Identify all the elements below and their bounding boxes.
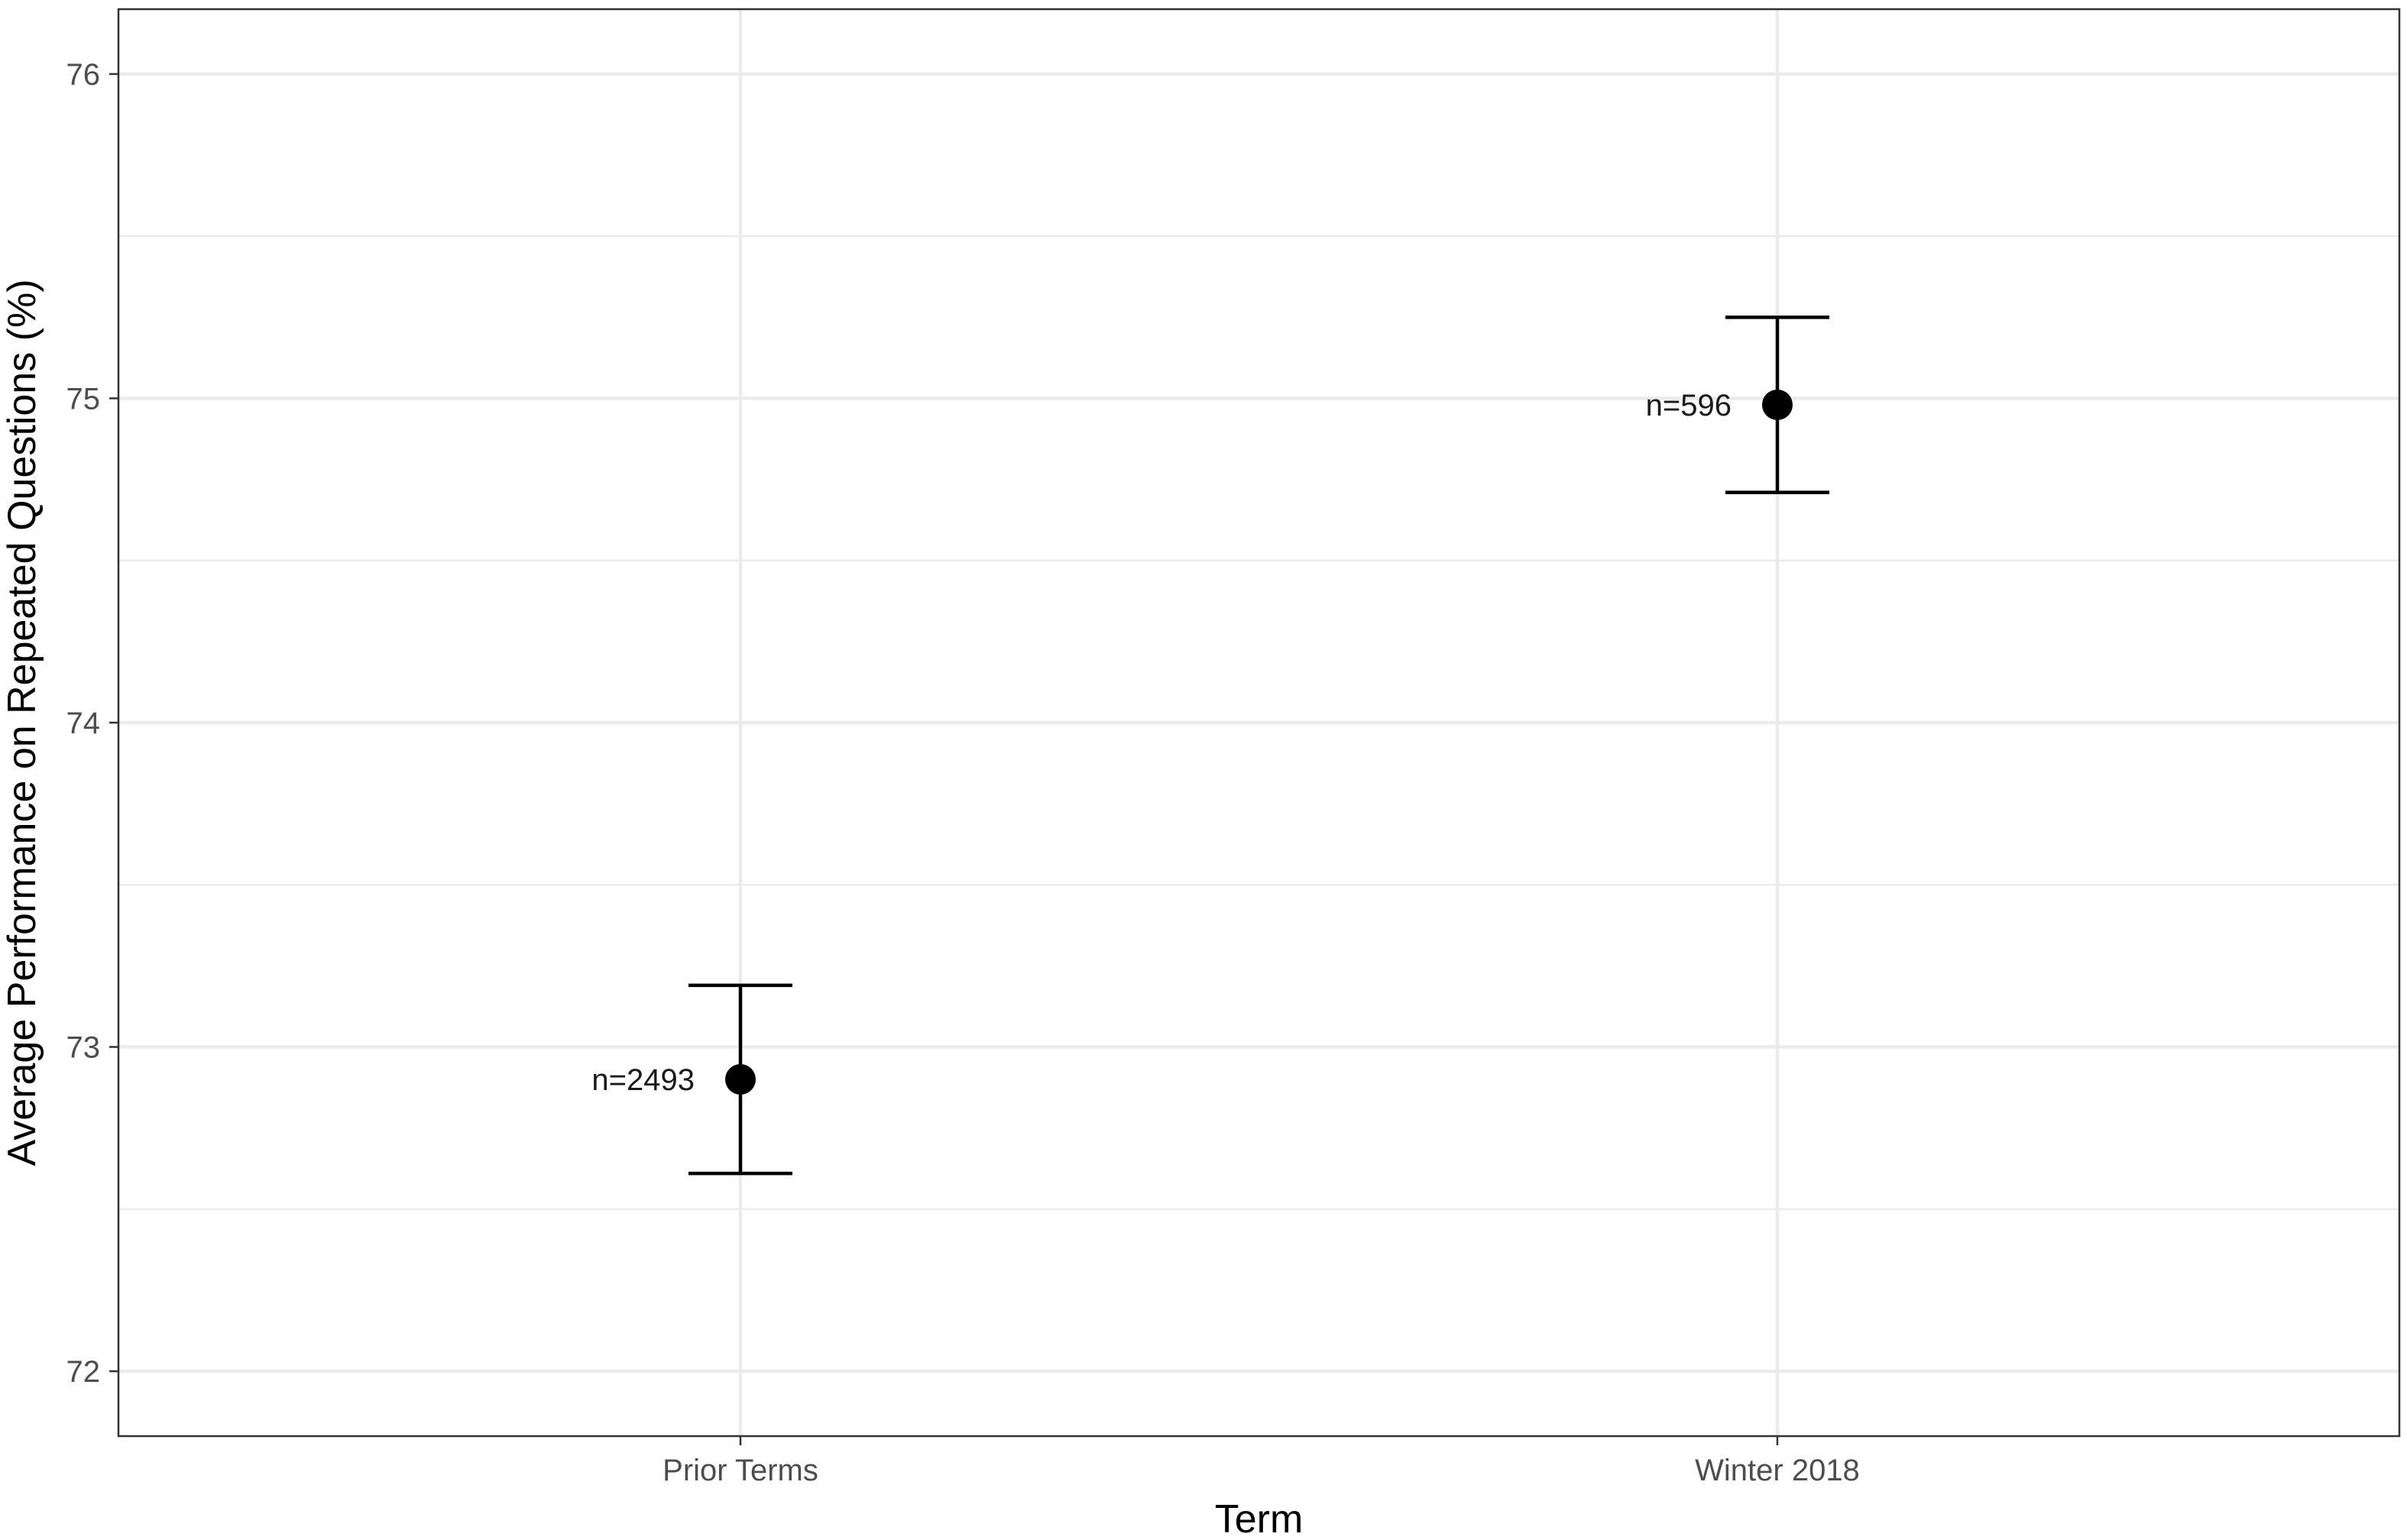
y-axis-title: Average Performance on Repeated Question… bbox=[0, 279, 44, 1166]
y-tick-label: 74 bbox=[66, 707, 101, 740]
x-axis-title: Term bbox=[1215, 1497, 1304, 1540]
y-tick-label: 75 bbox=[66, 382, 101, 416]
data-point-group: n=2493 bbox=[591, 983, 793, 1176]
n-label: n=596 bbox=[1646, 389, 1732, 422]
data-marks: n=2493 n=596 bbox=[591, 315, 1829, 1176]
x-tick-label: Prior Terms bbox=[662, 1454, 818, 1487]
data-point bbox=[725, 1064, 756, 1095]
data-point bbox=[1761, 389, 1793, 420]
data-point-group: n=596 bbox=[1646, 315, 1829, 494]
y-tick-label: 76 bbox=[66, 58, 101, 92]
x-tick-label: Winter 2018 bbox=[1695, 1454, 1860, 1487]
y-tick-label: 72 bbox=[66, 1355, 101, 1389]
axis-ticks: 72 73 74 75 76 Prior Terms Winter 2018 bbox=[66, 58, 1860, 1487]
n-label: n=2493 bbox=[591, 1063, 695, 1097]
gridlines bbox=[118, 9, 2399, 1436]
y-tick-label: 73 bbox=[66, 1031, 101, 1065]
